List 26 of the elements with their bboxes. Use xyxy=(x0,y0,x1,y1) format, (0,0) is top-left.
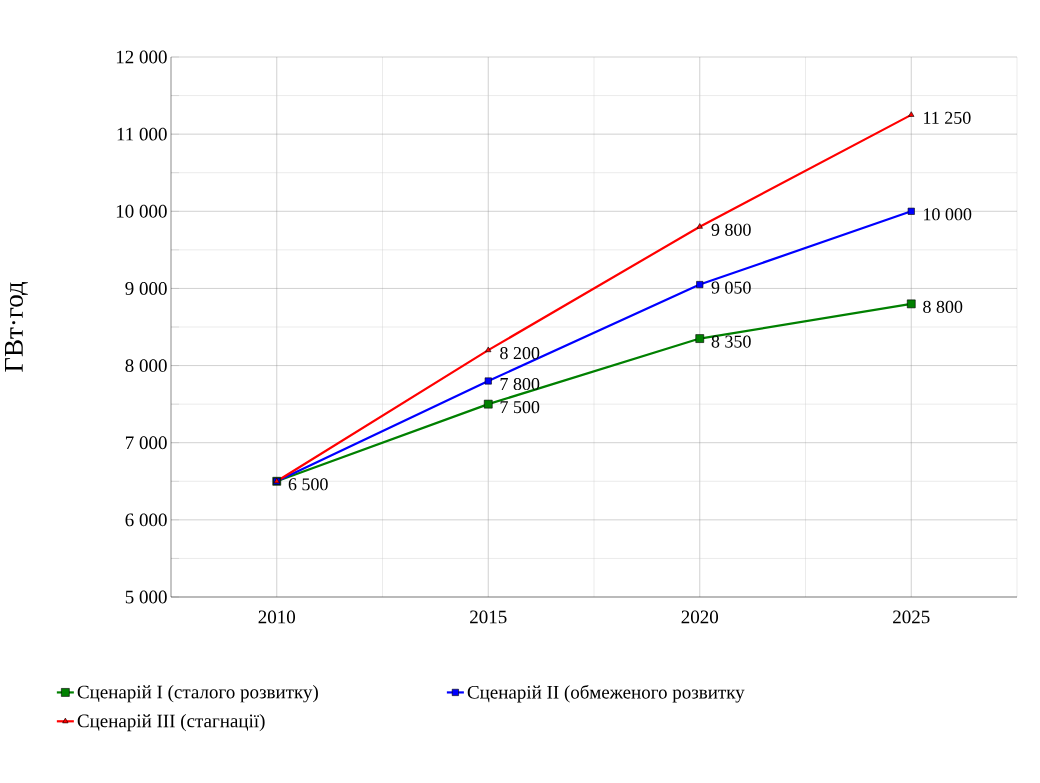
data-label: 8 200 xyxy=(500,347,540,360)
x-tick-label: 2015 xyxy=(470,610,507,624)
y-tick-label: 8 000 xyxy=(125,359,167,372)
data-label: 7 500 xyxy=(500,401,540,414)
y-tick-label: 9 000 xyxy=(125,282,167,295)
x-tick-label: 2020 xyxy=(681,610,719,624)
y-tick-label: 12 000 xyxy=(116,50,167,64)
data-label: 8 350 xyxy=(711,335,751,348)
data-label: 7 800 xyxy=(500,377,540,391)
data-label: 8 800 xyxy=(923,300,963,313)
data-label: 11 250 xyxy=(924,111,971,124)
data-label: 10 000 xyxy=(924,208,972,221)
data-label: 9 050 xyxy=(711,281,751,294)
y-tick-label: 5 000 xyxy=(125,590,167,604)
y-tick-label: 11 000 xyxy=(117,127,167,141)
x-tick-label: 2010 xyxy=(258,610,296,624)
data-label: 9 800 xyxy=(711,223,751,236)
legend-label: Сценарій III (стагнації) xyxy=(77,713,265,732)
legend-label: Сценарій I (сталого розвитку) xyxy=(77,685,318,703)
y-axis-title: ГВт·год xyxy=(5,281,28,372)
y-tick-label: 10 000 xyxy=(116,204,167,218)
legend-label: Сценарій II (обмеженого розвитку xyxy=(467,684,745,703)
y-tick-label: 6 000 xyxy=(125,513,167,527)
data-label: 6 500 xyxy=(288,478,328,491)
y-tick-label: 7 000 xyxy=(125,436,167,450)
x-tick-label: 2025 xyxy=(893,610,930,624)
